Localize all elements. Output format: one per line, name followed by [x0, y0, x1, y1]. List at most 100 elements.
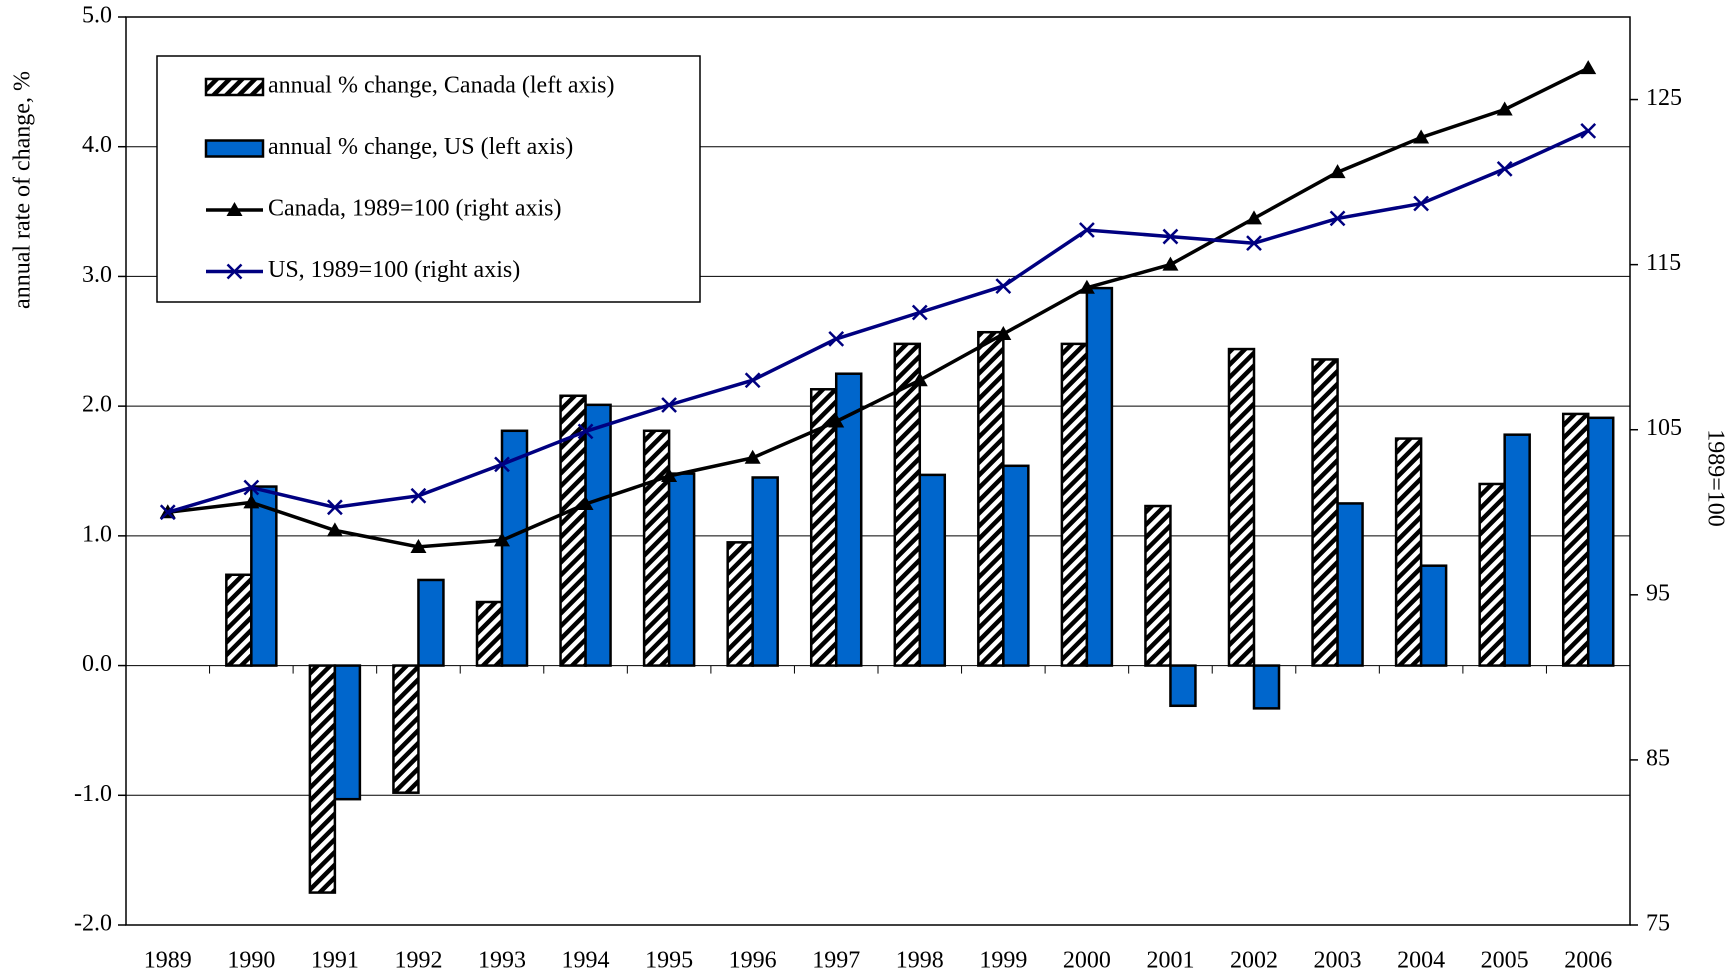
marker — [1413, 195, 1429, 212]
bar — [1002, 464, 1030, 667]
marker — [828, 413, 845, 428]
y-tick-label: 2.0 — [82, 392, 112, 418]
legend-swatch — [204, 77, 265, 97]
y-tick-label: 4.0 — [82, 132, 112, 158]
x-tick-label: 2003 — [1314, 948, 1362, 974]
bar — [475, 600, 504, 667]
x-tick-label: 1996 — [729, 948, 777, 974]
bar — [333, 664, 362, 801]
y-tick-label: -2.0 — [74, 911, 112, 937]
x-tick-label: 1997 — [812, 948, 860, 974]
legend-label: US, 1989=100 (right axis) — [268, 257, 520, 283]
x-tick-label: 1999 — [979, 948, 1027, 974]
y2-tick-label: 125 — [1646, 85, 1682, 111]
legend-box — [156, 55, 701, 303]
x-tick-label: 1991 — [311, 948, 359, 974]
y2-tick-label: 115 — [1646, 250, 1681, 276]
x-tick-label: 1995 — [645, 948, 693, 974]
bar — [1561, 412, 1590, 667]
bar — [1478, 482, 1506, 667]
bar — [225, 573, 253, 667]
bar — [1227, 347, 1256, 667]
marker — [744, 372, 761, 389]
marker — [1413, 129, 1430, 144]
marker — [1162, 228, 1179, 245]
y-tick-label: 0.0 — [82, 651, 112, 677]
x-tick-label: 1993 — [478, 948, 526, 974]
bar — [1085, 286, 1114, 667]
x-tick-label: 1994 — [562, 948, 610, 974]
bar — [893, 342, 922, 667]
marker — [226, 202, 243, 216]
bar — [918, 473, 947, 667]
marker — [1078, 279, 1095, 294]
bar — [1336, 502, 1364, 667]
x-tick-label: 1998 — [896, 948, 944, 974]
bar — [392, 664, 420, 794]
x-tick-label: 2005 — [1481, 948, 1529, 974]
marker — [661, 467, 678, 482]
marker — [577, 496, 594, 511]
x-tick-label: 2004 — [1397, 948, 1445, 974]
y2-axis-label: 1989=100 — [1702, 429, 1728, 527]
x-tick-label: 2002 — [1230, 948, 1278, 974]
marker — [995, 325, 1012, 340]
marker — [828, 331, 845, 347]
y-tick-label: 3.0 — [82, 262, 112, 288]
series-line — [167, 66, 1589, 549]
marker — [911, 372, 928, 387]
y-tick-label: 1.0 — [82, 521, 112, 547]
x-tick-label: 1992 — [394, 948, 442, 974]
bar — [667, 472, 696, 667]
legend-label: Canada, 1989=100 (right axis) — [268, 196, 561, 222]
marker — [243, 494, 260, 509]
bar — [809, 388, 838, 667]
y2-tick-label: 105 — [1646, 415, 1682, 441]
marker — [1329, 210, 1346, 227]
bar — [500, 429, 529, 667]
bar — [1252, 664, 1281, 710]
x-tick-label: 2006 — [1564, 948, 1612, 974]
bar — [834, 372, 863, 667]
marker — [1580, 123, 1597, 139]
bar — [1311, 358, 1339, 667]
bar — [977, 330, 1005, 667]
marker — [494, 456, 510, 473]
y-tick-label: 5.0 — [82, 3, 112, 29]
marker — [327, 499, 343, 516]
marker — [326, 522, 343, 537]
marker — [1079, 222, 1095, 238]
marker — [661, 397, 677, 413]
bar — [308, 664, 337, 894]
x-tick-label: 2001 — [1146, 948, 1194, 974]
bar — [1419, 564, 1448, 667]
marker — [226, 263, 243, 280]
marker — [577, 423, 594, 440]
x-tick-label: 2000 — [1063, 948, 1111, 974]
legend: annual % change, Canada (left axis) annua… — [156, 55, 701, 303]
marker — [1162, 256, 1179, 271]
bar — [642, 429, 671, 667]
bar — [1503, 433, 1531, 667]
y-tick-label: -1.0 — [74, 781, 112, 807]
bar — [417, 578, 445, 667]
bar — [1394, 437, 1423, 667]
marker — [410, 538, 427, 553]
bar — [1586, 416, 1615, 667]
marker — [243, 479, 260, 496]
bar — [1144, 504, 1172, 667]
legend-label: annual % change, Canada (left axis) — [268, 73, 615, 99]
bar — [1169, 664, 1197, 708]
y-axis-label: annual rate of change, % — [10, 71, 36, 309]
marker — [995, 278, 1012, 294]
series-line — [167, 129, 1589, 514]
marker — [1246, 235, 1262, 252]
bar — [584, 403, 612, 667]
bar — [250, 485, 278, 667]
marker — [494, 532, 510, 547]
y2-tick-label: 75 — [1646, 911, 1670, 937]
bar — [1060, 342, 1089, 667]
x-tick-label: 1990 — [227, 948, 275, 974]
marker — [1580, 60, 1597, 75]
